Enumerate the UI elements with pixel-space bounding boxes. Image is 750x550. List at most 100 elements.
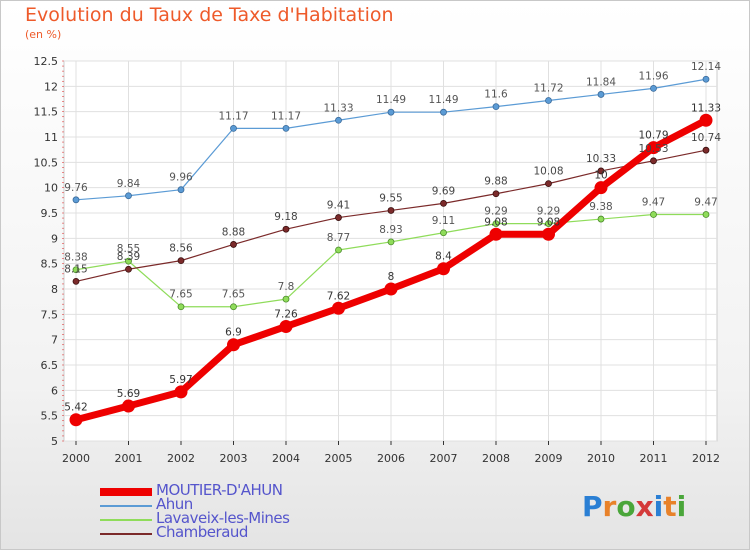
data-label: 8.56: [169, 243, 193, 255]
data-label: 10.74: [691, 132, 721, 144]
logo-letter: i: [676, 490, 687, 523]
logo-letter: x: [635, 490, 654, 523]
data-point: [545, 180, 552, 188]
x-tick-label: 2003: [220, 452, 248, 465]
data-point: [177, 186, 185, 194]
data-label: 8.15: [64, 263, 87, 275]
data-point: [279, 319, 293, 333]
logo-letter: r: [602, 490, 617, 523]
x-tick-label: 2006: [377, 452, 405, 465]
data-point: [702, 75, 710, 83]
data-label: 11.17: [218, 110, 248, 122]
data-point: [174, 385, 188, 399]
y-tick-label: 6.5: [41, 359, 59, 372]
x-tick-label: 2010: [587, 452, 615, 465]
data-point: [282, 225, 290, 233]
y-tick-label: 8.5: [41, 258, 59, 271]
data-label: 9.38: [589, 201, 612, 213]
data-label: 12.14: [691, 61, 721, 73]
data-label: 11.96: [638, 70, 668, 82]
data-label: 9.08: [537, 216, 560, 228]
data-point: [545, 97, 552, 104]
data-point: [647, 141, 660, 155]
data-label: 9.47: [642, 197, 665, 209]
data-point: [492, 190, 500, 198]
data-point: [650, 157, 657, 165]
data-point: [230, 303, 237, 311]
data-label: 10.33: [586, 153, 616, 165]
data-label: 7.62: [327, 290, 350, 302]
data-point: [489, 227, 503, 241]
data-label: 9.69: [432, 185, 455, 197]
x-tick-label: 2002: [167, 452, 195, 465]
y-tick-label: 5.5: [41, 410, 59, 423]
data-label: 9.88: [484, 176, 507, 188]
x-tick-label: 2000: [62, 452, 90, 465]
data-point: [492, 220, 500, 228]
data-point: [702, 146, 710, 154]
data-label: 9.11: [432, 215, 455, 227]
legend-swatch: [100, 505, 152, 507]
data-point: [387, 108, 395, 116]
data-point: [387, 238, 395, 246]
data-label: 11.49: [376, 94, 406, 106]
data-label: 9.47: [694, 197, 717, 209]
data-label: 10.08: [533, 166, 563, 178]
data-label: 5.97: [169, 374, 192, 386]
data-label: 10: [594, 170, 607, 182]
data-label: 11.33: [691, 102, 721, 114]
data-point: [542, 227, 555, 241]
x-tick-label: 2008: [482, 452, 510, 465]
data-point: [282, 295, 290, 303]
data-point: [702, 211, 710, 218]
data-point: [69, 413, 83, 427]
data-point: [122, 399, 135, 413]
data-point: [650, 84, 657, 92]
data-label: 9.08: [484, 216, 507, 228]
data-labels: 9.76 9.84 9.96 11.17 11.17 11.33 11.49 11.49 11.…: [64, 61, 721, 413]
x-tick-label: 2012: [692, 452, 720, 465]
data-label: 7.65: [169, 289, 192, 301]
data-label: 6.9: [225, 327, 242, 339]
y-tick-label: 8: [51, 283, 58, 296]
x-tick-label: 2001: [115, 452, 143, 465]
data-point: [597, 91, 605, 98]
logo-letter: o: [616, 490, 636, 523]
data-label: 9.41: [327, 200, 350, 212]
data-label: 8: [388, 271, 395, 283]
logo-letter: t: [663, 490, 677, 523]
data-point: [440, 199, 447, 207]
data-label: 7.26: [274, 308, 298, 320]
data-label: 11.49: [428, 94, 458, 106]
data-label: 9.29: [484, 206, 507, 218]
data-point: [72, 196, 80, 204]
data-label: 11.6: [484, 89, 508, 101]
data-label: 7.8: [278, 281, 295, 293]
chart-unit: (en %): [25, 28, 62, 41]
legend-label: Lavaveix-les-Mines: [156, 509, 290, 527]
y-tick-label: 10.5: [34, 156, 59, 169]
data-point: [440, 108, 447, 116]
data-label: 8.55: [117, 243, 140, 255]
data-point: [597, 167, 605, 175]
data-label: 9.55: [379, 192, 402, 204]
legend-label: MOUTIER-D'AHUN: [156, 481, 283, 499]
legend-swatch: [100, 533, 152, 535]
data-point: [72, 266, 80, 274]
data-point: [125, 265, 132, 273]
data-point: [387, 207, 395, 214]
data-label: 8.4: [435, 251, 452, 263]
data-point: [492, 103, 500, 110]
data-point: [597, 215, 605, 223]
data-label: 11.17: [271, 110, 301, 122]
data-point: [545, 220, 552, 228]
data-point: [335, 116, 342, 124]
data-point: [335, 246, 342, 254]
data-point: [335, 214, 342, 221]
data-point: [384, 282, 398, 296]
proxiti-logo: Proxiti: [582, 490, 686, 523]
y-tick-label: 11: [44, 131, 58, 144]
y-tick-label: 5: [51, 435, 58, 448]
data-point: [650, 211, 657, 218]
